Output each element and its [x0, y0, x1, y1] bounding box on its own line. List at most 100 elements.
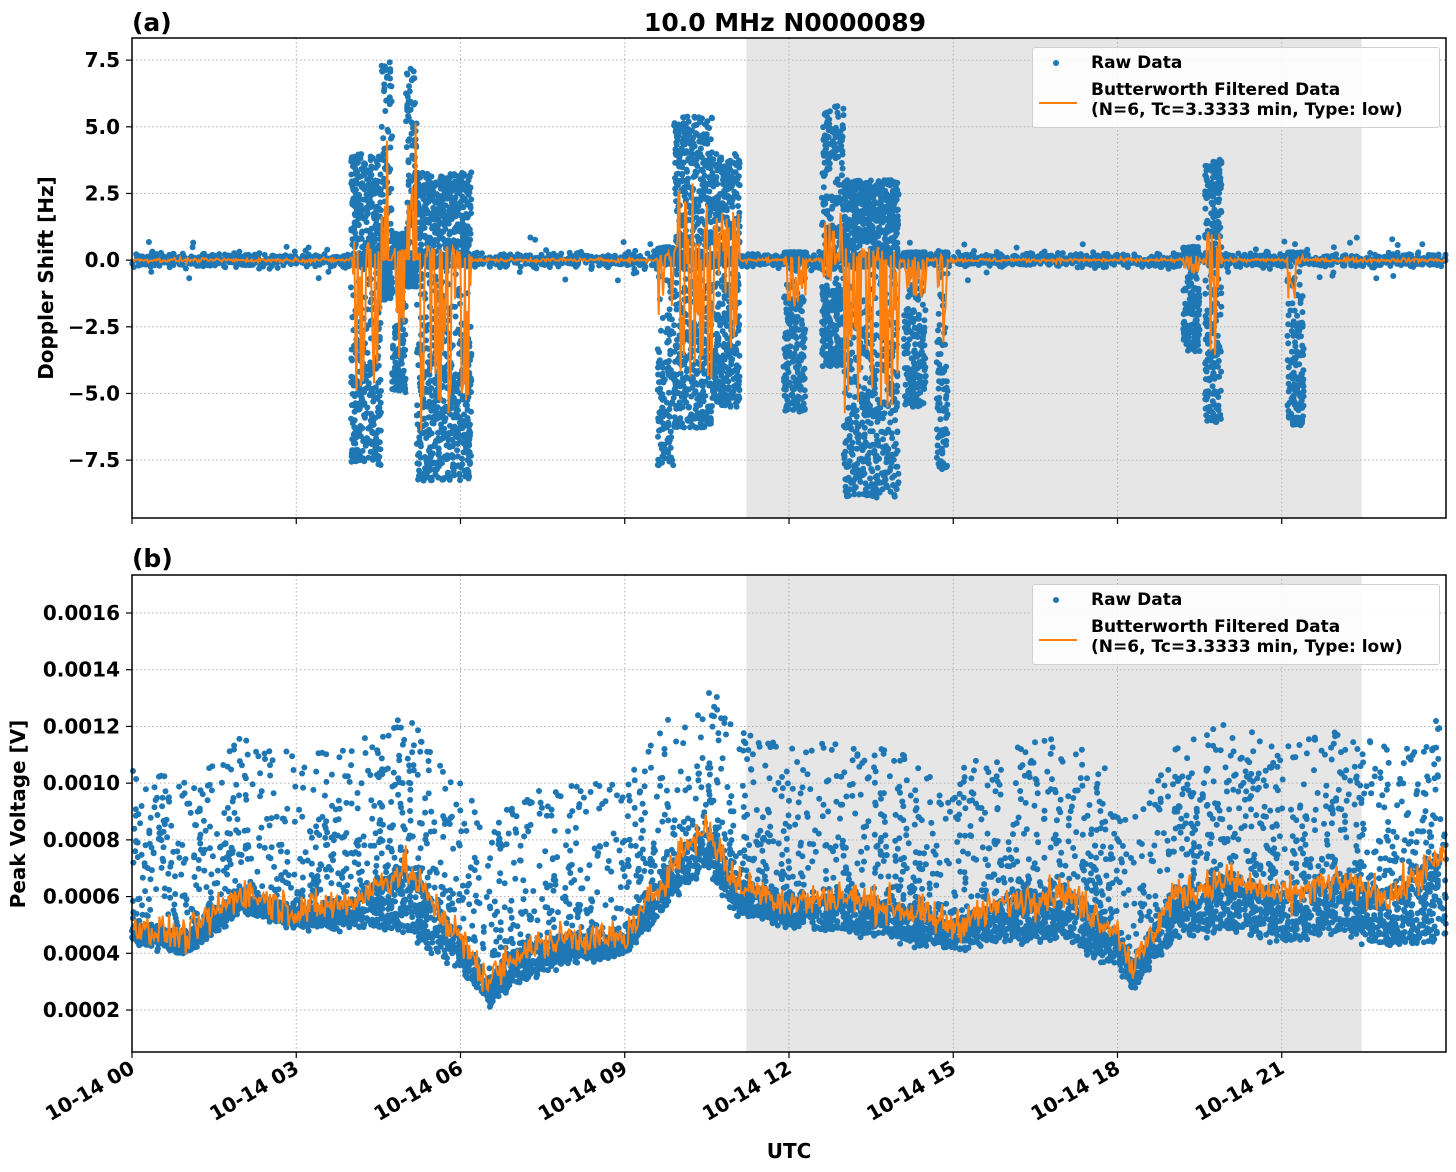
raw-data-point [1252, 246, 1259, 253]
raw-data-point [1347, 239, 1353, 246]
raw-data-point [377, 399, 384, 406]
raw-data-point [396, 234, 403, 241]
raw-data-point [404, 268, 411, 275]
raw-data-point [381, 276, 388, 283]
raw-data-point [962, 262, 968, 269]
raw-data-point [1131, 251, 1138, 258]
raw-data-point [458, 455, 465, 462]
raw-data-point [399, 340, 406, 347]
raw-data-point [388, 83, 395, 90]
raw-data-point [435, 445, 442, 452]
raw-data-point [362, 442, 369, 449]
raw-data-point [414, 301, 420, 308]
raw-data-point [359, 425, 366, 432]
raw-data-point [389, 279, 396, 286]
raw-data-point [349, 374, 356, 381]
raw-data-point [423, 216, 430, 223]
raw-data-point [291, 248, 298, 255]
raw-data-point [401, 346, 407, 353]
raw-data-point [358, 235, 365, 242]
raw-data-point [427, 182, 434, 189]
raw-data-point [545, 251, 552, 258]
raw-data-point [401, 382, 408, 389]
raw-data-point [421, 470, 428, 477]
raw-data-point [377, 446, 384, 453]
raw-data-point [148, 268, 155, 275]
raw-data-point [447, 171, 454, 178]
raw-data-point [348, 346, 355, 353]
raw-data-point [315, 275, 322, 282]
raw-data-point [363, 435, 370, 442]
raw-data-point [666, 357, 672, 364]
raw-data-point [1419, 241, 1426, 248]
raw-data-point [410, 101, 417, 108]
raw-data-point [425, 447, 432, 454]
raw-data-point [431, 207, 438, 214]
raw-data-point [375, 413, 382, 419]
raw-data-point [438, 201, 445, 208]
raw-data-point [664, 366, 671, 373]
raw-data-point [1316, 274, 1323, 281]
raw-data-point [405, 115, 412, 121]
raw-data-point [452, 330, 459, 337]
raw-data-point [405, 158, 412, 165]
raw-data-point [392, 335, 399, 341]
raw-data-point [367, 227, 373, 234]
raw-data-point [655, 456, 662, 463]
raw-data-point [361, 412, 367, 419]
raw-data-point [148, 250, 155, 257]
raw-data-point [325, 268, 332, 275]
raw-data-point [775, 265, 782, 272]
raw-data-point [453, 178, 460, 185]
raw-data-point [647, 241, 654, 248]
raw-data-point [378, 178, 385, 185]
raw-data-point [454, 407, 461, 414]
raw-data-point [454, 447, 461, 454]
raw-data-point [1372, 263, 1379, 269]
raw-data-point [426, 464, 433, 471]
raw-data-point [414, 349, 420, 356]
raw-data-point [391, 375, 398, 382]
raw-data-point [1055, 252, 1062, 259]
raw-data-point [145, 239, 152, 245]
raw-data-point [387, 205, 394, 212]
raw-data-point [1394, 242, 1401, 248]
raw-data-point [436, 459, 443, 465]
raw-data-point [398, 360, 405, 367]
raw-data-point [527, 234, 534, 241]
raw-data-point [442, 217, 449, 224]
raw-data-point [654, 346, 661, 353]
raw-data-point [468, 408, 474, 415]
raw-data-point [382, 108, 389, 114]
raw-data-point [348, 355, 355, 362]
raw-data-point [435, 435, 442, 442]
raw-data-point [461, 252, 468, 258]
raw-data-point [464, 201, 471, 208]
raw-data-point [372, 236, 379, 243]
raw-data-point [368, 390, 374, 397]
raw-data-point [368, 200, 375, 207]
raw-data-point [465, 470, 472, 477]
raw-data-point [156, 262, 163, 269]
raw-data-point [376, 185, 383, 192]
raw-data-point [1314, 261, 1321, 268]
raw-data-point [411, 281, 418, 288]
raw-data-point [657, 385, 664, 392]
raw-data-point [808, 267, 815, 274]
raw-data-point [961, 241, 968, 248]
raw-data-point [450, 414, 457, 421]
raw-data-point [378, 123, 385, 130]
raw-data-point [1264, 249, 1271, 256]
raw-data-point [546, 260, 553, 267]
raw-data-point [186, 275, 193, 282]
raw-data-point [377, 207, 384, 214]
raw-data-point [605, 264, 612, 271]
raw-data-point [419, 206, 426, 213]
raw-data-point [419, 223, 426, 230]
raw-data-point [432, 228, 439, 235]
raw-data-point [1041, 248, 1048, 255]
raw-data-point [364, 169, 371, 176]
raw-data-point [352, 177, 359, 184]
raw-data-point [382, 67, 388, 74]
raw-data-point [388, 98, 395, 105]
